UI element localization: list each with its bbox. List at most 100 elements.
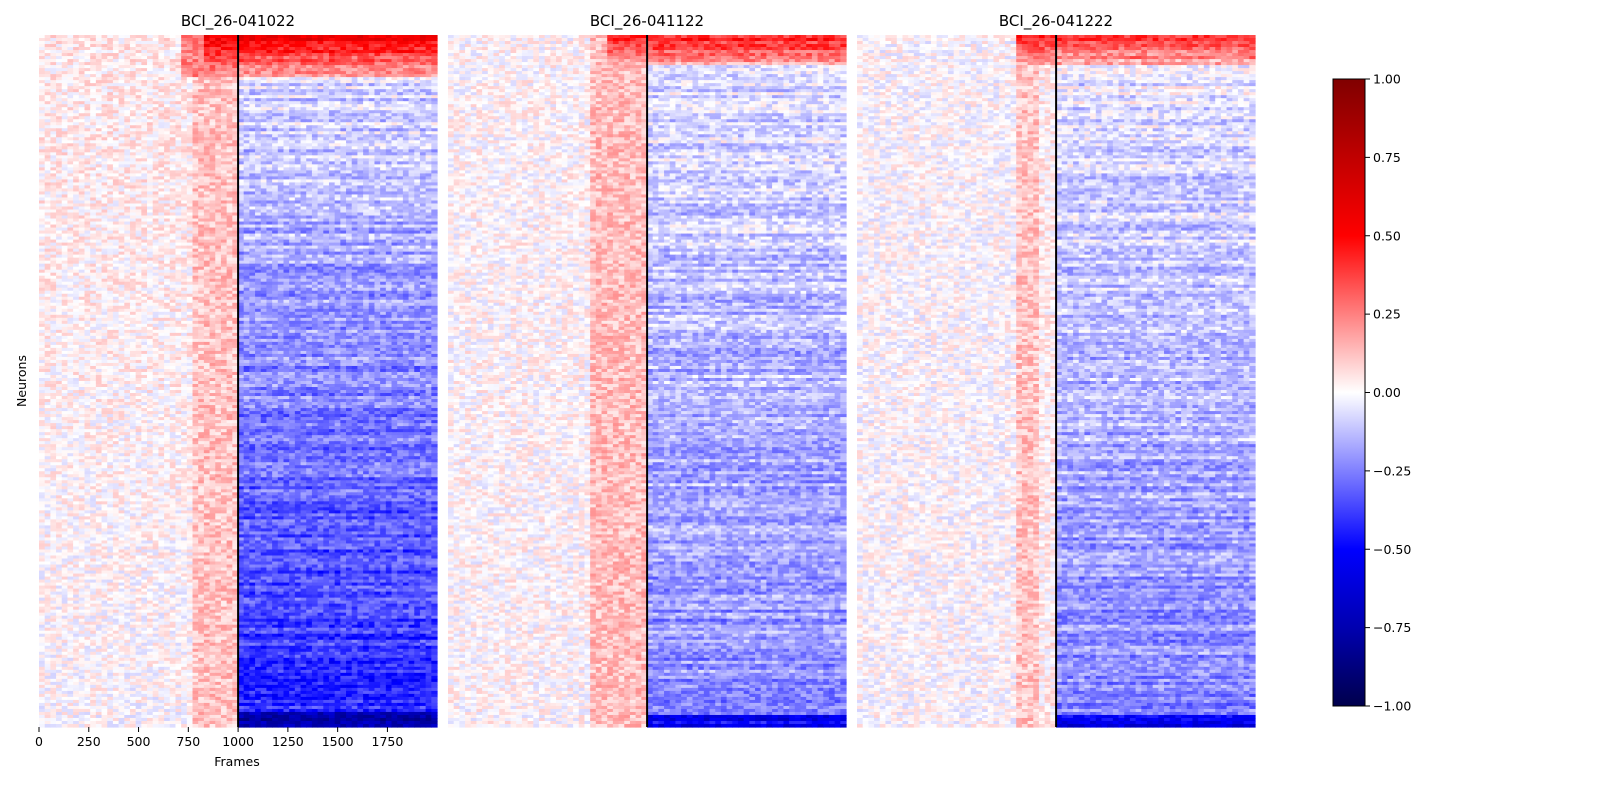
heatmap-cell — [243, 80, 250, 84]
heatmap-cell — [169, 44, 177, 48]
heatmap-cell — [243, 92, 250, 96]
heatmap-cell — [107, 53, 114, 57]
heatmap-cell — [158, 44, 165, 48]
heatmap-cell — [260, 53, 268, 57]
heatmap-cell — [107, 107, 114, 111]
heatmap-cell — [84, 59, 91, 63]
heatmap-cell — [385, 56, 393, 60]
heatmap-cell — [283, 44, 290, 48]
heatmap-cell — [73, 98, 80, 102]
heatmap-cell — [363, 53, 370, 57]
heatmap-cell — [50, 95, 57, 99]
heatmap-cell — [391, 74, 398, 78]
heatmap-cell — [147, 71, 154, 75]
heatmap-cell — [300, 83, 307, 87]
heatmap-cell — [226, 77, 233, 81]
heatmap-cell — [147, 38, 154, 42]
heatmap-cell — [351, 98, 358, 102]
heatmap-cell — [300, 71, 307, 75]
heatmap-cell — [39, 74, 46, 78]
heatmap-cell — [374, 77, 381, 81]
heatmap-cell — [266, 47, 273, 51]
heatmap-cell — [107, 104, 114, 108]
heatmap-cell — [90, 53, 97, 57]
heatmap-cell — [226, 95, 233, 99]
heatmap-cell — [186, 83, 194, 87]
heatmap-cell — [135, 80, 142, 84]
heatmap-cell — [328, 89, 336, 93]
heatmap-cell — [129, 95, 137, 99]
heatmap-cell — [402, 89, 410, 93]
heatmap-cell — [84, 65, 91, 69]
heatmap-cell — [277, 44, 285, 48]
heatmap-cell — [391, 95, 398, 99]
heatmap-cell — [39, 101, 46, 105]
heatmap-cell — [397, 95, 404, 99]
heatmap-cell — [164, 98, 171, 102]
heatmap-cell — [368, 56, 376, 60]
heatmap-cell — [129, 35, 137, 39]
heatmap-cell — [164, 35, 171, 39]
heatmap-cell — [385, 53, 393, 57]
heatmap-cell — [346, 77, 353, 81]
heatmap-cell — [175, 92, 182, 96]
heatmap-cell — [56, 83, 63, 87]
heatmap-cell — [61, 80, 69, 84]
heatmap-cell — [351, 95, 358, 99]
heatmap-cell — [61, 86, 69, 90]
heatmap-cell — [408, 83, 415, 87]
heatmap-cell — [135, 62, 142, 66]
heatmap-cell — [73, 107, 80, 111]
heatmap-cell — [249, 71, 256, 75]
heatmap-cell — [198, 41, 205, 45]
heatmap-cell — [414, 104, 421, 108]
heatmap-cell — [39, 47, 46, 51]
heatmap-cell — [118, 107, 125, 111]
heatmap-cell — [56, 86, 63, 90]
heatmap-cell — [203, 62, 211, 66]
heatmap-cell — [397, 41, 404, 45]
heatmap-cell — [44, 68, 51, 72]
heatmap-cell — [346, 98, 353, 102]
heatmap-cell — [124, 83, 131, 87]
heatmap-cell — [431, 62, 438, 66]
heatmap-cell — [84, 86, 91, 90]
heatmap-cell — [419, 71, 427, 75]
heatmap-cell — [374, 101, 381, 105]
heatmap-cell — [311, 74, 319, 78]
heatmap-cell — [129, 86, 137, 90]
heatmap-cell — [209, 95, 216, 99]
heatmap-cell — [368, 71, 376, 75]
heatmap-cell — [90, 77, 97, 81]
heatmap-cell — [431, 47, 438, 51]
heatmap-cell — [408, 41, 415, 45]
heatmap-cell — [323, 95, 330, 99]
heatmap-cell — [215, 95, 222, 99]
heatmap-cell — [141, 35, 148, 39]
heatmap-cell — [260, 95, 268, 99]
heatmap-cell — [306, 53, 313, 57]
heatmap-cell — [419, 74, 427, 78]
heatmap-cell — [112, 83, 120, 87]
heatmap-cell — [44, 98, 51, 102]
heatmap-cell — [374, 104, 381, 108]
heatmap-cell — [346, 47, 353, 51]
heatmap-cell — [175, 74, 182, 78]
heatmap-cell — [118, 47, 125, 51]
heatmap-cell — [112, 95, 120, 99]
heatmap-cell — [311, 41, 319, 45]
heatmap-cell — [232, 104, 239, 108]
heatmap-cell — [101, 59, 108, 63]
heatmap-cell — [61, 53, 69, 57]
heatmap-cell — [334, 92, 341, 96]
heatmap-cell — [158, 83, 165, 87]
heatmap-cell — [380, 98, 387, 102]
heatmap-cell — [203, 71, 211, 75]
heatmap-cell — [56, 50, 63, 54]
heatmap-cell — [357, 41, 364, 45]
heatmap-cell — [374, 74, 381, 78]
heatmap-cell — [402, 98, 410, 102]
heatmap-cell — [215, 68, 222, 72]
heatmap-cell — [101, 74, 108, 78]
heatmap-cell — [419, 38, 427, 42]
